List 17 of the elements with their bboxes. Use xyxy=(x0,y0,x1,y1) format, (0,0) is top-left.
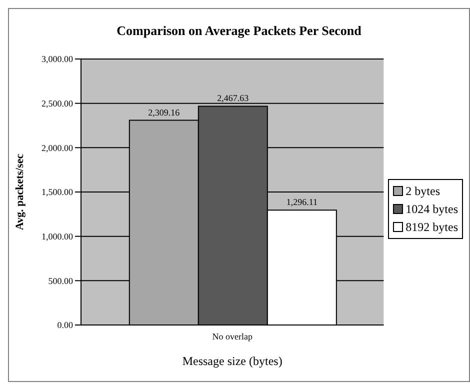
data-label: 2,309.16 xyxy=(148,107,180,118)
legend-label: 1024 bytes xyxy=(406,201,458,218)
x-tick-label: No overlap xyxy=(212,331,253,342)
y-axis-title: Avg. packets/sec xyxy=(14,154,26,230)
y-tick-label: 0.00 xyxy=(57,320,74,330)
y-tick-label: 1,500.00 xyxy=(42,187,74,198)
y-tick-label: 2,500.00 xyxy=(42,98,74,109)
data-label: 2,467.63 xyxy=(217,93,250,104)
y-tick-label: 3,000.00 xyxy=(42,54,74,64)
chart-title: Comparison on Average Packets Per Second xyxy=(116,23,362,39)
data-label: 1,296.11 xyxy=(286,197,318,208)
x-axis-title: Message size (bytes) xyxy=(182,354,282,368)
y-tick-label: 1,000.00 xyxy=(42,232,74,242)
legend-label: 8192 bytes xyxy=(406,219,458,236)
y-tick-label: 500.00 xyxy=(48,276,74,286)
y-tick-label: 2,000.00 xyxy=(42,142,74,153)
legend-label: 2 bytes xyxy=(406,183,440,200)
